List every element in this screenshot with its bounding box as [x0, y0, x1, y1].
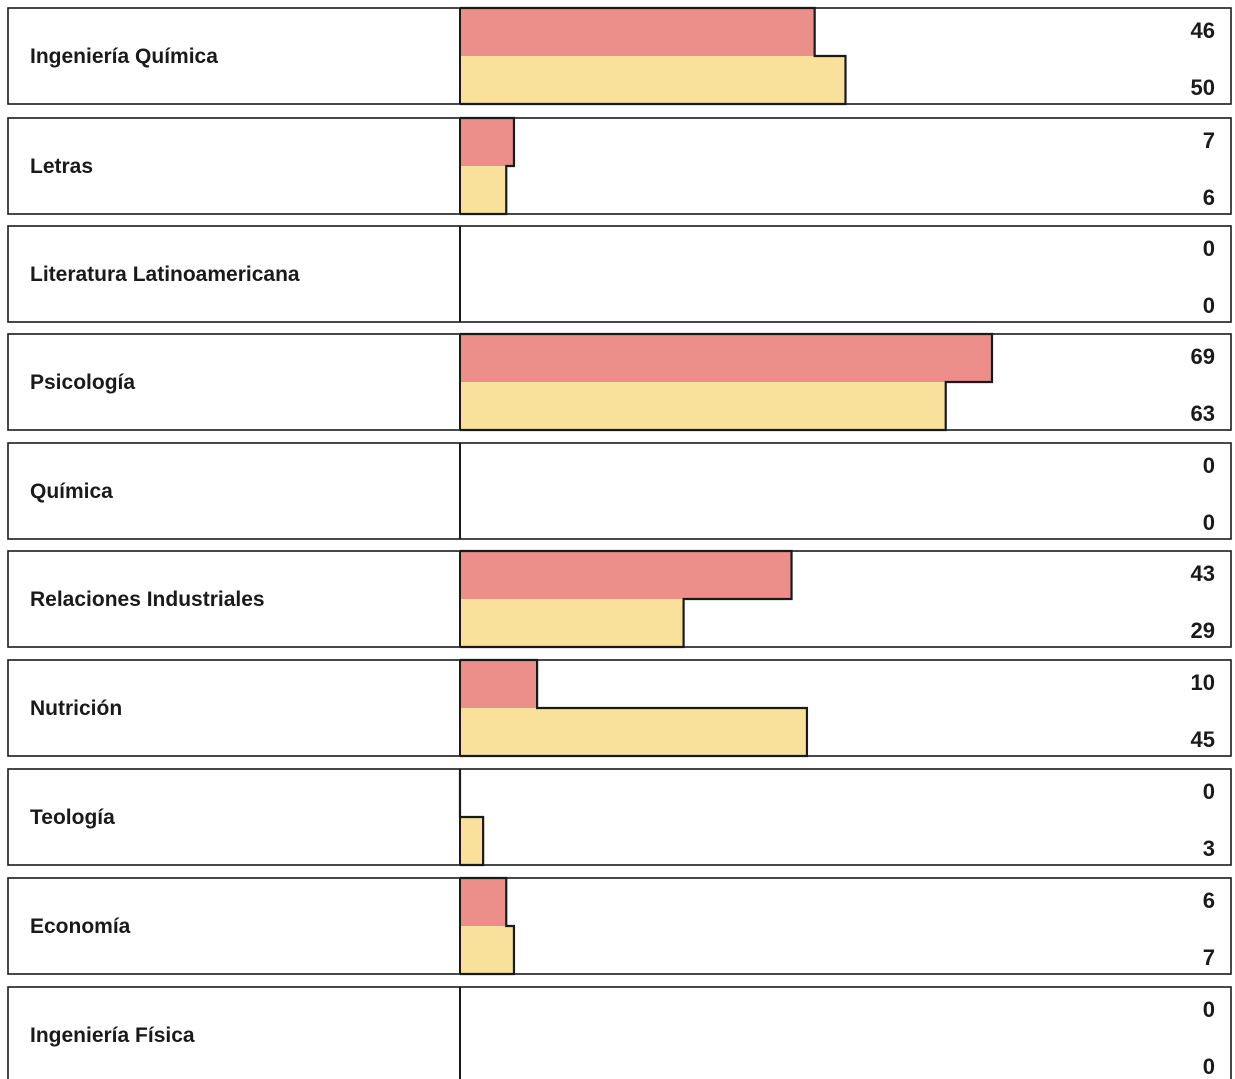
category-label: Psicología [30, 371, 135, 394]
category-label: Letras [30, 155, 93, 178]
row-frame [7, 117, 1232, 215]
value-label-series-1: 0 [1203, 236, 1215, 261]
bar-series-2 [460, 166, 507, 214]
category-label: Literatura Latinoamericana [30, 263, 300, 286]
category-label: Química [30, 480, 113, 503]
bar-outline [460, 876, 516, 976]
category-label: Relaciones Industriales [30, 588, 265, 611]
value-label-series-2: 7 [1203, 945, 1215, 970]
row-frame [7, 768, 1232, 866]
value-label-series-2: 3 [1203, 836, 1215, 861]
value-label-series-2: 0 [1203, 293, 1215, 318]
value-label-series-1: 0 [1203, 453, 1215, 478]
category-label: Nutrición [30, 697, 122, 720]
bar-series-1 [460, 334, 992, 382]
value-label-series-1: 43 [1191, 561, 1215, 586]
value-label-series-1: 69 [1191, 344, 1215, 369]
row-frame [7, 877, 1232, 975]
bar-series-1 [460, 8, 815, 56]
bar-outline [460, 549, 793, 649]
value-label-series-1: 0 [1203, 779, 1215, 804]
bar-series-1 [460, 551, 792, 599]
value-label-series-2: 29 [1191, 618, 1215, 643]
value-label-series-1: 7 [1203, 128, 1215, 153]
row-frame [7, 442, 1232, 540]
value-label-series-2: 0 [1203, 1054, 1215, 1079]
bar-outline [460, 332, 994, 432]
row-frame [7, 225, 1232, 323]
value-label-series-2: 0 [1203, 510, 1215, 535]
bar-series-2 [460, 599, 684, 647]
value-label-series-2: 45 [1191, 727, 1215, 752]
value-label-series-2: 63 [1191, 401, 1215, 426]
bar-series-2 [460, 382, 946, 430]
bar-outline [460, 658, 809, 758]
value-label-series-1: 10 [1191, 670, 1215, 695]
bar-series-1 [460, 878, 507, 926]
bar-outline [460, 116, 516, 216]
value-label-series-2: 50 [1191, 75, 1215, 100]
category-label: Ingeniería Física [30, 1024, 195, 1047]
category-label: Ingeniería Química [30, 45, 218, 68]
bar-series-2 [460, 817, 484, 865]
category-label: Teología [30, 806, 115, 829]
bar-series-1 [460, 660, 538, 708]
row-frame [7, 986, 1232, 1079]
bar-series-2 [460, 926, 514, 974]
value-label-series-1: 0 [1203, 997, 1215, 1022]
bar-series-1 [460, 118, 514, 166]
bar-outline [460, 6, 847, 106]
bar-series-2 [460, 708, 807, 756]
value-label-series-2: 6 [1203, 185, 1215, 210]
bar-series-2 [460, 56, 846, 104]
value-label-series-1: 6 [1203, 888, 1215, 913]
value-label-series-1: 46 [1191, 18, 1215, 43]
category-label: Economía [30, 915, 131, 938]
